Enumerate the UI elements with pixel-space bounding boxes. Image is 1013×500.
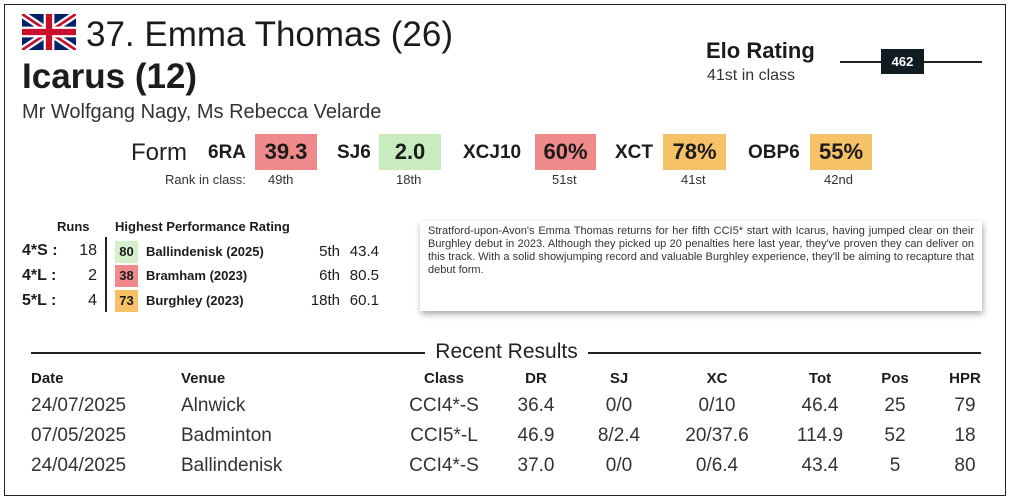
col-header-pos: Pos (881, 370, 909, 387)
form-rank-sj6: 18th (396, 172, 422, 187)
form-code-obp6: OBP6 (748, 142, 800, 163)
form-value-xct: 78% (663, 134, 726, 170)
form-rank-obp6: 42nd (824, 172, 853, 187)
result-dr: 37.0 (517, 455, 555, 476)
hpr-event: Burghley (2023) (146, 293, 244, 308)
rider-commentary: Stratford-upon-Avon's Emma Thomas return… (420, 221, 982, 311)
runs-category: 4*L : (22, 267, 57, 284)
hpr-position: 18th (310, 292, 340, 309)
result-total: 46.4 (801, 395, 839, 416)
hpr-badge: 38 (115, 265, 138, 287)
form-value-sj6: 2.0 (379, 134, 441, 170)
runs-divider (105, 237, 107, 312)
col-header-sj: SJ (609, 370, 629, 387)
result-position: 25 (884, 395, 906, 416)
hpr-badge: 73 (115, 290, 138, 312)
hpr-score: 60.1 (349, 292, 379, 309)
col-header-hpr: HPR (949, 370, 981, 387)
result-dr: 46.9 (517, 425, 555, 446)
form-value-6ra: 39.3 (255, 134, 317, 170)
runs-category: 5*L : (22, 292, 57, 309)
form-value-xcj10: 60% (535, 134, 596, 170)
result-sj: 0/0 (605, 395, 633, 416)
result-total: 114.9 (796, 425, 844, 446)
col-header-dr: DR (525, 370, 547, 387)
result-position: 52 (884, 425, 906, 446)
result-hpr: 80 (954, 455, 976, 476)
result-xc: 0/10 (698, 395, 736, 416)
form-code-xcj10: XCJ10 (463, 142, 522, 163)
form-rank-xct: 41st (681, 172, 706, 187)
col-header-class: Class (423, 370, 465, 387)
elo-rating-title: Elo Rating (706, 38, 815, 63)
result-class: CCI5*-L (410, 425, 478, 446)
result-position: 5 (889, 455, 901, 476)
form-code-6ra: 6RA (208, 142, 247, 163)
uk-flag-icon (22, 14, 76, 50)
result-venue: Alnwick (181, 395, 246, 416)
result-total: 43.4 (801, 455, 839, 476)
runs-count: 4 (88, 292, 97, 309)
form-rank-xcj10: 51st (552, 172, 577, 187)
hpr-position: 5th (319, 243, 340, 260)
hpr-badge: 80 (115, 241, 138, 263)
runs-count: 18 (79, 242, 97, 259)
hpr-position: 6th (319, 267, 340, 284)
result-date: 24/04/2025 (31, 455, 127, 476)
runs-category: 4*S : (22, 242, 58, 259)
form-code-sj6: SJ6 (337, 142, 371, 163)
rank-in-class-caption: Rank in class: (165, 172, 246, 187)
result-xc: 0/6.4 (695, 455, 739, 476)
recent-results-title-text: Recent Results (425, 340, 588, 363)
hpr-event: Bramham (2023) (146, 268, 248, 283)
result-dr: 36.4 (517, 395, 555, 416)
form-label: Form (131, 139, 187, 166)
elo-rating-value: 462 (881, 49, 924, 74)
col-header-xc: XC (706, 370, 728, 387)
col-header-tot: Tot (808, 370, 832, 387)
form-value-obp6: 55% (810, 134, 872, 170)
result-date: 24/07/2025 (31, 395, 127, 416)
rider-title: 37. Emma Thomas (26) (86, 15, 453, 54)
runs-count: 2 (88, 267, 97, 284)
col-header-venue: Venue (181, 370, 226, 387)
result-sj: 8/2.4 (597, 425, 641, 446)
col-header-date: Date (31, 370, 64, 387)
result-venue: Badminton (181, 425, 272, 446)
result-sj: 0/0 (605, 455, 633, 476)
result-xc: 20/37.6 (685, 425, 749, 446)
hpr-header: Highest Performance Rating (115, 219, 290, 234)
runs-header: Runs (57, 219, 90, 234)
result-hpr: 18 (954, 425, 976, 446)
result-class: CCI4*-S (409, 455, 479, 476)
elo-class-rank: 41st in class (707, 67, 796, 84)
result-venue: Ballindenisk (181, 455, 283, 476)
form-rank-6ra: 49th (268, 172, 294, 187)
hpr-score: 43.4 (349, 243, 379, 260)
result-class: CCI4*-S (409, 395, 479, 416)
form-code-xct: XCT (615, 142, 653, 163)
result-hpr: 79 (954, 395, 976, 416)
hpr-score: 80.5 (349, 267, 379, 284)
recent-results-title: Recent Results (0, 339, 1013, 365)
owners-text: Mr Wolfgang Nagy, Ms Rebecca Velarde (22, 101, 382, 123)
result-date: 07/05/2025 (31, 425, 127, 446)
horse-title: Icarus (12) (22, 57, 198, 96)
hpr-event: Ballindenisk (2025) (146, 244, 264, 259)
